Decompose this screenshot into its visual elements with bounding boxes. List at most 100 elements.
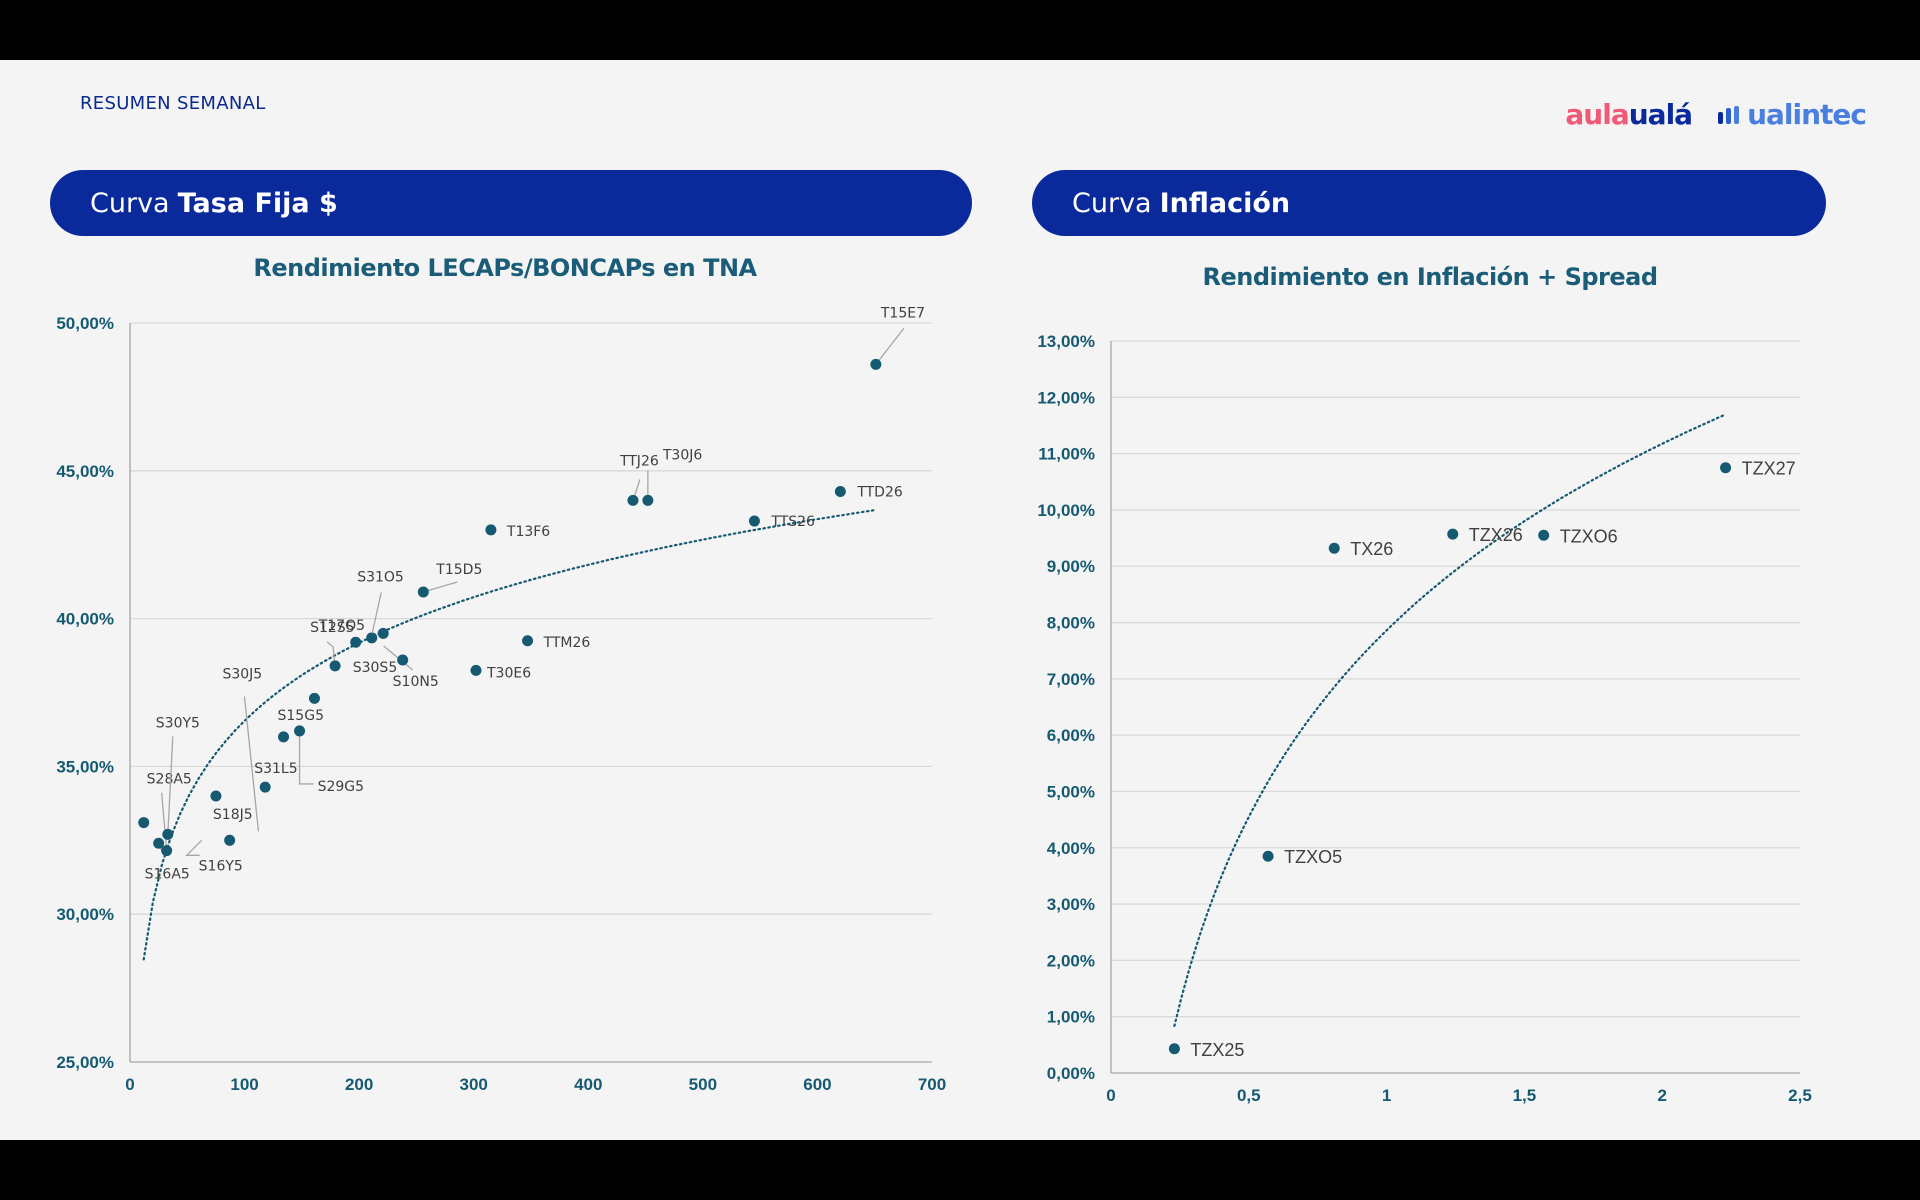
point-label: S30Y5 — [156, 715, 200, 731]
inflacion-scatter-chart: 0,00% 1,00% 2,00% 3,00% 4,00% 5,00% 6,00% 7,00%… — [1037, 332, 1812, 1105]
bars-icon — [1718, 105, 1740, 124]
data-point — [366, 632, 378, 644]
data-point — [1328, 542, 1340, 554]
right-pill-prefix: Curva — [1072, 187, 1152, 219]
left-panel-header: Curva Tasa Fija $ — [50, 170, 972, 236]
data-point — [162, 828, 174, 840]
point-label: S30J5 — [222, 666, 262, 682]
point-label: S10N5 — [393, 674, 439, 690]
data-point — [642, 494, 654, 506]
x-tick-label: 1 — [1382, 1086, 1391, 1105]
leader-line — [161, 792, 168, 851]
data-point — [748, 515, 760, 527]
leader-line — [298, 730, 314, 785]
y-tick-label: 13,00% — [1037, 332, 1095, 351]
data-point — [522, 635, 534, 647]
point-label: T30J6 — [662, 447, 702, 463]
y-tick-label: 11,00% — [1038, 445, 1095, 464]
data-point — [329, 660, 341, 672]
logo-aula-text: aula — [1565, 98, 1629, 131]
data-point — [294, 725, 306, 737]
data-point — [308, 692, 320, 704]
point-label: TZXO5 — [1284, 847, 1342, 867]
x-tick-label: 100 — [230, 1075, 258, 1094]
logo-ualintec-text: ualintec — [1747, 98, 1867, 131]
point-label: S16A5 — [145, 866, 190, 882]
point-label: T13F6 — [506, 524, 550, 540]
data-point — [161, 845, 173, 857]
leader-line — [185, 839, 203, 856]
trendline — [1173, 413, 1727, 1027]
point-label: TZX27 — [1742, 459, 1796, 479]
y-tick-label: 7,00% — [1047, 670, 1095, 689]
y-tick-label: 50,00% — [56, 314, 114, 333]
y-tick-label: 0,00% — [1047, 1064, 1095, 1083]
point-label: T15D5 — [435, 562, 482, 578]
data-point — [350, 636, 362, 648]
point-label: TTJ26 — [619, 453, 659, 469]
data-point — [1262, 850, 1274, 862]
point-label: TTS26 — [770, 514, 815, 530]
point-label: TZXO6 — [1560, 526, 1618, 546]
leader-line — [326, 641, 336, 666]
logo-uala-text: ualá — [1628, 98, 1693, 131]
y-tick-label: 40,00% — [56, 610, 114, 629]
leader-line — [423, 581, 458, 593]
slide: RESUMEN SEMANAL aulaualá ualintec Curva T… — [0, 60, 1920, 1140]
y-tick-label: 8,00% — [1047, 614, 1095, 633]
ualintec-logo: ualintec — [1718, 98, 1867, 131]
x-tick-label: 2,5 — [1788, 1086, 1812, 1105]
leader-line — [167, 736, 174, 835]
x-tick-label: 0 — [125, 1075, 134, 1094]
point-label: TTM26 — [543, 635, 591, 651]
data-point — [278, 731, 290, 743]
y-tick-label: 45,00% — [56, 462, 114, 481]
point-label: S18J5 — [213, 807, 253, 823]
point-label: TX26 — [1350, 539, 1393, 559]
y-tick-label: 2,00% — [1047, 951, 1095, 970]
data-point — [153, 837, 165, 849]
data-point — [1538, 529, 1550, 541]
right-panel-header: Curva Inflación — [1032, 170, 1826, 236]
point-label: S31O5 — [357, 569, 404, 585]
data-point — [870, 358, 882, 370]
section-kicker: RESUMEN SEMANAL — [80, 93, 266, 114]
leader-line — [243, 696, 260, 832]
x-tick-label: 0,5 — [1237, 1086, 1261, 1105]
x-tick-label: 1,5 — [1513, 1086, 1537, 1105]
point-label: T30E6 — [486, 665, 531, 681]
left-pill-prefix: Curva — [90, 187, 170, 219]
x-tick-label: 200 — [345, 1075, 373, 1094]
point-label: TZX26 — [1469, 525, 1523, 545]
point-label: S30S5 — [353, 660, 398, 676]
y-tick-label: 6,00% — [1047, 726, 1095, 745]
x-tick-label: 0 — [1106, 1086, 1115, 1105]
data-point — [224, 834, 236, 846]
tasa-fija-scatter-chart: 25,00% 30,00% 35,00% 40,00% 45,00% 50,00% 0 100… — [56, 305, 946, 1094]
y-tick-label: 9,00% — [1047, 557, 1095, 576]
x-tick-label: 600 — [803, 1075, 831, 1094]
data-point — [417, 586, 429, 598]
data-point — [377, 627, 389, 639]
brand-logos: aulaualá ualintec — [1565, 98, 1867, 131]
x-tick-label: 2 — [1657, 1086, 1666, 1105]
point-label: TZX25 — [1190, 1040, 1244, 1060]
right-pill-bold: Inflación — [1159, 187, 1291, 219]
data-point — [485, 524, 497, 536]
aulauala-logo: aulaualá — [1565, 98, 1693, 131]
point-label: S28A5 — [147, 772, 192, 788]
right-chart-title: Rendimiento en Inflación + Spread — [1202, 263, 1658, 291]
leader-line — [371, 592, 382, 634]
data-point — [1447, 528, 1459, 540]
point-label: T17O5 — [318, 618, 365, 634]
point-label: S29G5 — [318, 779, 364, 795]
data-point — [1720, 462, 1732, 474]
y-tick-label: 10,00% — [1037, 501, 1095, 520]
point-label: S16Y5 — [199, 858, 243, 874]
point-label: T15E7 — [880, 305, 925, 321]
trendline — [142, 509, 876, 961]
x-tick-label: 500 — [689, 1075, 717, 1094]
point-label: S12S5 — [310, 620, 355, 636]
x-tick-label: 400 — [574, 1075, 602, 1094]
point-label: TTD26 — [856, 484, 903, 500]
